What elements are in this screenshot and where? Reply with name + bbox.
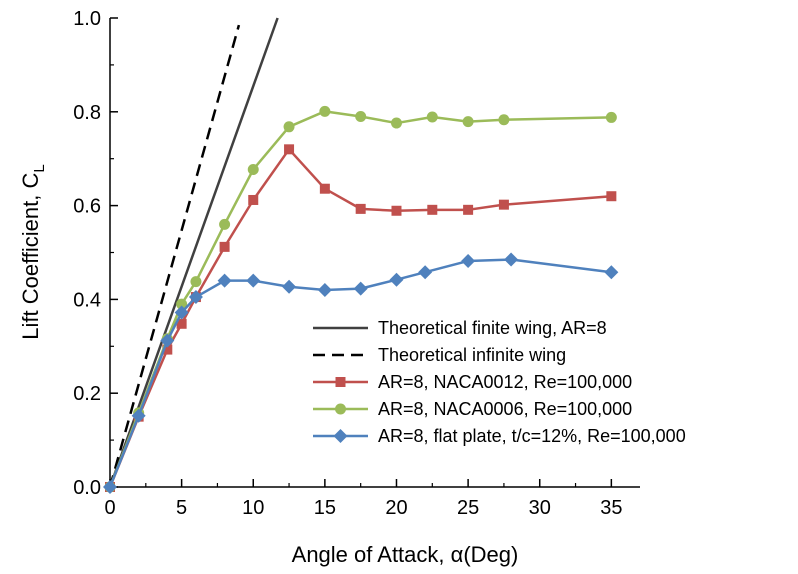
data-point-diamond [217, 273, 232, 288]
y-tick-label: 0.2 [73, 383, 101, 405]
data-point-diamond [418, 265, 433, 280]
x-tick-label: 10 [242, 497, 264, 519]
data-point-diamond [188, 290, 203, 305]
legend-label: AR=8, NACA0012, Re=100,000 [378, 372, 632, 392]
data-point-diamond [504, 252, 519, 267]
data-point-circle [219, 218, 231, 230]
data-point-square [219, 241, 230, 252]
x-tick-label: 30 [529, 497, 551, 519]
data-point-circle [190, 276, 202, 288]
legend-item: Theoretical infinite wing [313, 345, 566, 365]
data-point-square [162, 344, 173, 355]
data-point-square [606, 191, 617, 202]
legend-marker-circle [335, 403, 346, 415]
data-point-diamond [174, 305, 189, 320]
data-point-diamond [282, 279, 297, 294]
legend-marker-square [335, 377, 346, 387]
x-tick-label: 25 [457, 497, 479, 519]
data-point-circle [319, 105, 331, 117]
data-point-diamond [131, 408, 146, 423]
data-point-diamond [160, 333, 175, 348]
legend-label: AR=8, NACA0006, Re=100,000 [378, 399, 632, 419]
legend-item: AR=8, flat plate, t/c=12%, Re=100,000 [313, 426, 686, 446]
ticks: 0 5 10 15 20 25 30 35 0.0 0.2 0.4 0.6 0.8 1.0 [73, 8, 622, 519]
data-point-square [427, 204, 438, 215]
x-tick-label: 20 [385, 497, 407, 519]
data-point-diamond [103, 480, 117, 494]
data-point-square [319, 183, 330, 194]
legend-item: AR=8, NACA0012, Re=100,000 [313, 372, 632, 392]
y-axis-title: Lift Coefficient, CL [18, 164, 48, 339]
x-tick-label: 15 [314, 497, 336, 519]
data-point-circle [390, 117, 402, 129]
data-point-diamond [389, 272, 404, 287]
series-line [108, 24, 241, 488]
data-point-square [463, 204, 474, 215]
series-5 [103, 252, 619, 494]
y-tick-label: 0.6 [73, 196, 101, 218]
data-point-square [498, 199, 509, 210]
y-tick-label: 1.0 [73, 8, 101, 30]
x-tick-label: 35 [600, 497, 622, 519]
legend: Theoretical finite wing, AR=8 Theoretical… [313, 318, 686, 446]
data-point-circle [176, 298, 188, 310]
x-tick-label: 0 [104, 497, 115, 519]
series-2 [108, 24, 241, 488]
legend-item: Theoretical finite wing, AR=8 [313, 318, 607, 338]
data-point-diamond [246, 273, 261, 288]
y-tick-label: 0.4 [73, 289, 101, 311]
legend-label: AR=8, flat plate, t/c=12%, Re=100,000 [378, 426, 686, 446]
series-layer [103, 17, 619, 494]
data-point-circle [462, 116, 474, 128]
legend-item: AR=8, NACA0006, Re=100,000 [313, 399, 632, 419]
data-point-square [391, 205, 402, 216]
y-axis-title-main: Lift Coefficient, C [18, 173, 43, 340]
data-point-square [248, 194, 259, 205]
data-point-diamond [461, 253, 476, 268]
y-axis-title-subscript: L [31, 164, 48, 172]
legend-marker-diamond [333, 429, 348, 443]
y-tick-label: 0.0 [73, 477, 101, 499]
data-point-circle [426, 111, 438, 123]
data-point-circle [247, 163, 259, 175]
legend-label: Theoretical infinite wing [378, 345, 566, 365]
data-point-circle [355, 110, 367, 122]
data-point-diamond [353, 281, 368, 296]
data-point-diamond [604, 265, 619, 280]
data-point-circle [498, 114, 510, 126]
data-point-square [176, 318, 187, 329]
data-point-circle [283, 121, 295, 133]
data-point-square [284, 144, 295, 155]
data-point-diamond [317, 283, 332, 298]
data-point-square [355, 203, 366, 214]
data-point-circle [605, 111, 617, 123]
x-tick-label: 5 [176, 497, 187, 519]
y-tick-label: 0.8 [73, 102, 101, 124]
legend-label: Theoretical finite wing, AR=8 [378, 318, 607, 338]
x-axis-title: Angle of Attack, α(Deg) [292, 542, 519, 567]
